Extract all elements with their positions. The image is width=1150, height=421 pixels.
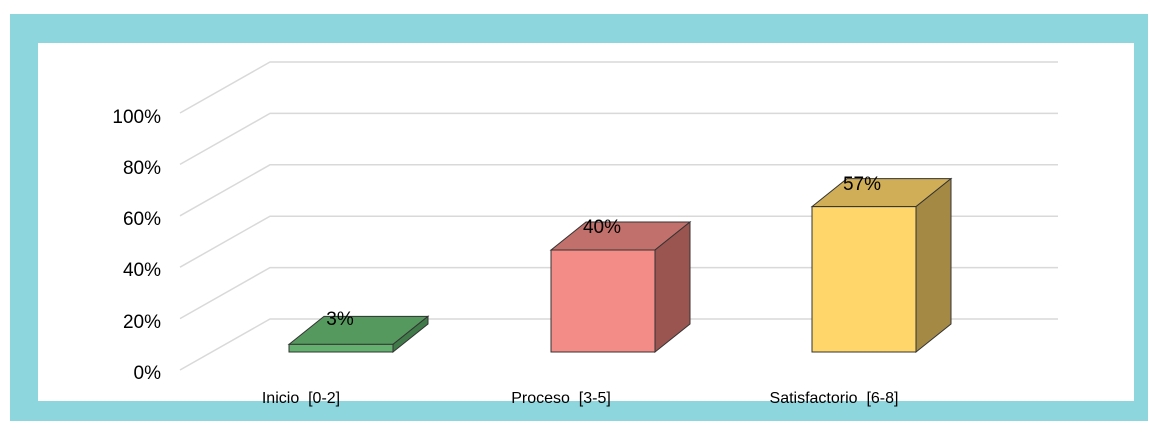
category-label-proceso: Proceso [3-5] [511,390,611,407]
category-label-satisfactorio: Satisfactorio [6-8] [770,390,899,407]
gridlines [179,61,1058,371]
data-labels: 3% 40% 57% [326,174,881,330]
gridline-60 [179,164,1058,217]
gridline-80 [179,112,1058,166]
bar-2 [549,220,692,354]
bar-front-face [550,249,656,353]
gridline-100 [179,61,1058,114]
data-label-inicio: 3% [326,309,354,330]
y-tick-20: 20% [123,312,161,333]
bar-front-face [288,343,394,353]
bar-front-face [811,206,917,353]
gridline-40 [179,215,1058,268]
bar-side-face [915,177,952,354]
data-label-proceso: 40% [583,217,621,238]
y-tick-80: 80% [123,158,161,179]
y-tick-0: 0% [134,363,162,384]
bars [287,177,953,354]
y-axis-ticks: 0% 20% 40% 60% 80% 100% [112,107,161,384]
bar-1 [287,315,430,354]
gridline-20 [179,266,1058,320]
x-axis-categories: Inicio [0-2] Proceso [3-5] Satisfactorio… [262,390,899,407]
gridline-0 [179,318,1058,371]
y-tick-60: 60% [123,209,161,230]
y-tick-40: 40% [123,260,161,281]
bar-3 [810,177,953,354]
y-tick-100: 100% [112,107,161,128]
data-label-satisfactorio: 57% [843,174,881,195]
category-label-inicio: Inicio [0-2] [262,390,340,407]
